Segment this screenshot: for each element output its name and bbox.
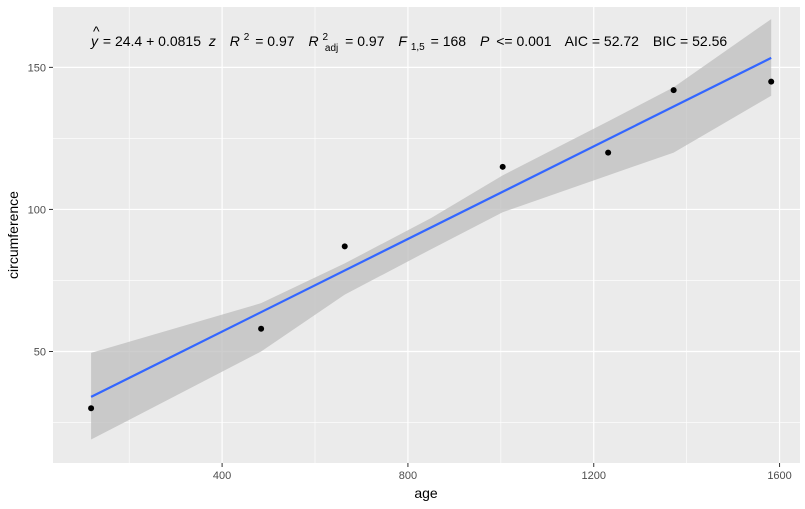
regression-line [90, 56, 772, 398]
eq-main: = 24.4 + 0.0815 [103, 33, 201, 49]
x-tick-label: 1200 [581, 470, 605, 482]
eq-r2adj-label: R [308, 33, 318, 49]
x-tick-label: 400 [213, 470, 231, 482]
eq-r2-label: R [230, 33, 240, 49]
data-point [258, 325, 265, 332]
eq-var: z [208, 33, 216, 49]
eq-p-label: P [480, 33, 490, 49]
x-axis-ticks: 400 800 1200 1600 [213, 463, 792, 482]
eq-r2-sup: 2 [244, 32, 250, 43]
data-point [499, 163, 506, 170]
x-axis-title: age [414, 485, 438, 501]
eq-yhat: y [90, 33, 99, 49]
data-point [605, 149, 612, 156]
eq-bic: BIC = 52.56 [653, 33, 728, 49]
y-tick-label: 100 [28, 204, 46, 216]
y-axis-title: circumference [5, 191, 21, 279]
regression-equation: y = 24.4 + 0.0815 z R 2 = 0.97 R 2 adj =… [90, 27, 727, 54]
eq-r2adj-sub: adj [325, 43, 338, 54]
data-point [768, 78, 775, 85]
x-tick-label: 1600 [767, 470, 791, 482]
y-tick-label: 50 [34, 346, 46, 358]
eq-aic: AIC = 52.72 [565, 33, 640, 49]
grid-major [53, 7, 800, 463]
data-point [670, 87, 677, 94]
eq-r2adj-sup: 2 [322, 32, 328, 43]
data-points [88, 78, 775, 412]
eq-p-value: <= 0.001 [496, 33, 551, 49]
eq-f-sub: 1,5 [411, 42, 425, 53]
y-tick-label: 150 [28, 62, 46, 74]
x-tick-label: 800 [399, 470, 417, 482]
confidence-band [91, 19, 772, 440]
eq-r2-value: = 0.97 [255, 33, 295, 49]
yhat-hat-mark: ^ [93, 23, 100, 39]
data-point [341, 243, 348, 250]
eq-f-label: F [398, 33, 408, 49]
data-point [88, 405, 95, 412]
y-axis-ticks: 50 100 150 [28, 62, 53, 358]
eq-f-value: = 168 [431, 33, 467, 49]
eq-r2adj-value: = 0.97 [345, 33, 385, 49]
